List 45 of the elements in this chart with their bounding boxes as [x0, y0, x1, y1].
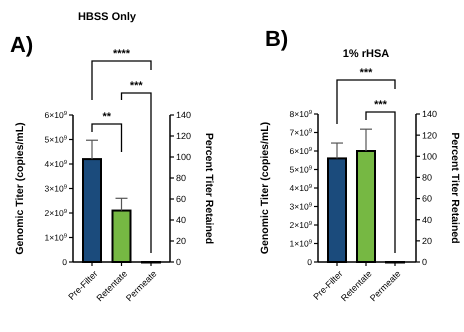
y2-tick-label: 80	[422, 172, 432, 183]
y-tick-label: 0	[62, 256, 68, 267]
y2-tick-label: 20	[176, 236, 186, 246]
y2-tick-label: 120	[176, 131, 192, 142]
y-tick-label: 7×10$^{9}$	[290, 127, 313, 138]
y-tick-label: 6×10$^{9}$	[290, 146, 313, 156]
text: ***	[374, 99, 388, 111]
y2-axis-title: Percent Titer Retained	[449, 132, 461, 244]
y2-tick-label: 80	[176, 173, 186, 184]
y2-tick-label: 140	[422, 109, 438, 120]
y-tick-label: 3×10$^{9}$	[290, 201, 313, 212]
y2-tick-label: 20	[422, 236, 432, 246]
y-tick-label: 8×10$^{9}$	[290, 108, 313, 119]
chart-title: 1% rHSA	[342, 48, 390, 60]
text: A)	[10, 32, 34, 57]
y-tick-label: 2×10$^{9}$	[44, 208, 68, 218]
y2-tick-label: 40	[422, 214, 432, 225]
y-tick-label: 5×10$^{9}$	[44, 134, 68, 144]
text: ***	[130, 80, 144, 92]
y-axis-title: Genomic Titer (copies/mL)	[259, 122, 271, 254]
y-tick-label: 1×10$^{9}$	[290, 238, 313, 248]
y2-axis-title: Percent Titer Retained	[203, 132, 215, 244]
y-tick-label: 0	[307, 256, 312, 267]
text: B)	[265, 26, 288, 51]
y2-tick-label: 140	[176, 110, 192, 120]
chart-title: HBSS Only	[78, 11, 137, 23]
y-tick-label: 6×10$^{9}$	[44, 110, 68, 120]
y2-tick-label: 100	[176, 152, 192, 162]
annotation: **	[102, 111, 112, 123]
text: ***	[360, 67, 374, 79]
y-tick-label: 2×10$^{9}$	[290, 220, 313, 230]
y-tick-label: 4×10$^{9}$	[44, 158, 68, 169]
y-tick-label: 1×10$^{9}$	[44, 232, 68, 242]
y2-tick-label: 40	[176, 215, 186, 226]
y-tick-label: 5×10$^{9}$	[290, 164, 313, 174]
y2-tick-label: 0	[422, 257, 428, 268]
y-axis-title: Genomic Titer (copies/mL)	[14, 122, 26, 255]
y2-tick-label: 60	[422, 194, 432, 204]
y-tick-label: 4×10$^{9}$	[290, 182, 313, 193]
y2-tick-label: 120	[422, 130, 438, 140]
text: ****	[112, 48, 131, 60]
y-tick-label: 3×10$^{9}$	[44, 183, 68, 194]
y2-tick-label: 60	[176, 194, 186, 204]
y2-tick-label: 100	[422, 151, 438, 162]
y2-tick-label: 0	[176, 257, 182, 268]
